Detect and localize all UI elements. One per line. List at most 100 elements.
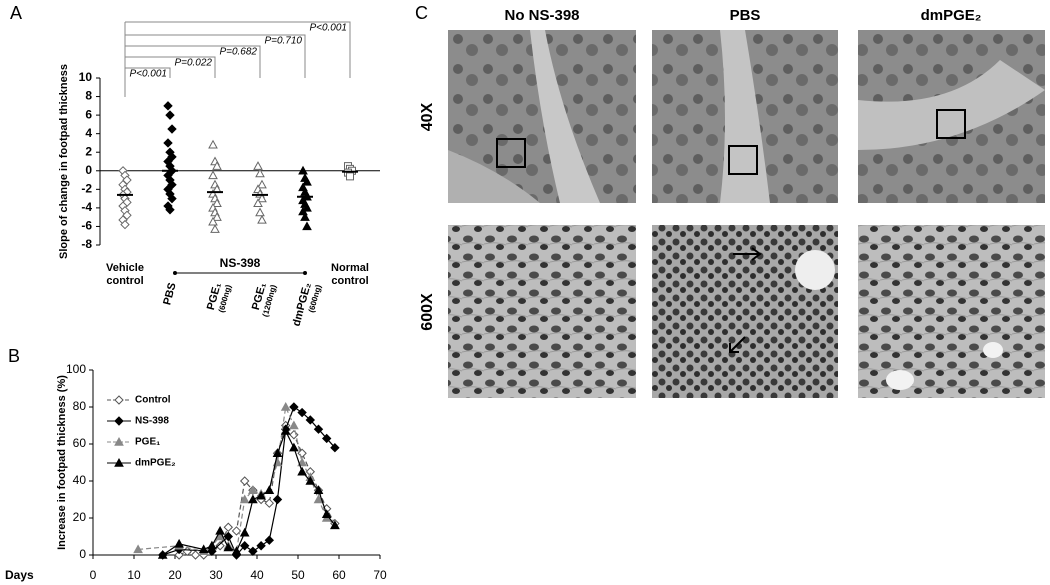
marker xyxy=(302,221,312,231)
y-tick-label: -8 xyxy=(81,237,92,251)
marker xyxy=(114,457,124,467)
marker xyxy=(298,165,308,175)
marker xyxy=(256,541,266,551)
marker xyxy=(167,124,177,134)
marker xyxy=(272,494,283,505)
marker xyxy=(174,550,184,560)
marker xyxy=(297,457,307,467)
marker xyxy=(212,212,222,221)
column-header: PBS xyxy=(730,7,761,24)
micrograph-detail xyxy=(858,60,1045,150)
marker xyxy=(248,485,258,494)
y-tick-label: 10 xyxy=(79,70,93,84)
bracket xyxy=(125,34,306,78)
panel-label: C xyxy=(415,3,428,23)
marker xyxy=(313,424,324,434)
marker xyxy=(165,205,175,215)
marker xyxy=(313,485,324,494)
marker xyxy=(264,535,275,545)
y-tick-label: 0 xyxy=(85,163,92,177)
marker xyxy=(174,538,184,548)
marker xyxy=(305,475,316,485)
arrow xyxy=(729,336,746,353)
y-tick-label: -6 xyxy=(81,219,92,233)
column-header: No NS-398 xyxy=(504,7,579,24)
category-label: Normal control xyxy=(331,262,369,287)
panel-label: A xyxy=(10,3,22,23)
marker xyxy=(190,550,201,560)
marker xyxy=(305,415,316,425)
micrograph-detail xyxy=(886,370,914,390)
marker xyxy=(257,214,267,224)
marker xyxy=(223,531,234,542)
y-axis-title: Increase in footpad thickness (%) xyxy=(56,375,68,550)
inset-box xyxy=(728,145,758,175)
marker xyxy=(253,161,263,170)
marker xyxy=(215,541,225,551)
marker xyxy=(289,442,299,452)
y-tick-label: 4 xyxy=(85,126,92,140)
marker xyxy=(212,161,222,170)
marker xyxy=(313,494,324,504)
column-header: dmPGE₂ xyxy=(921,7,982,24)
marker xyxy=(208,139,218,149)
marker xyxy=(302,202,312,212)
marker xyxy=(248,546,258,557)
marker xyxy=(264,498,275,508)
marker xyxy=(297,466,307,476)
marker xyxy=(198,544,209,554)
inset-box xyxy=(496,138,526,168)
x-tick-label: 30 xyxy=(209,568,223,582)
micrograph xyxy=(448,225,636,398)
marker xyxy=(257,179,267,189)
marker xyxy=(330,442,340,453)
marker xyxy=(255,207,265,217)
marker xyxy=(207,540,217,550)
y-tick-label: 100 xyxy=(66,362,86,376)
marker xyxy=(239,527,250,537)
marker xyxy=(212,198,222,207)
marker xyxy=(223,542,234,552)
y-tick-label: -4 xyxy=(81,200,92,214)
y-tick-label: 8 xyxy=(85,89,92,103)
marker xyxy=(330,520,340,530)
micrograph-detail xyxy=(448,150,540,203)
row-label: 600X xyxy=(419,293,436,331)
p-value: P<0.001 xyxy=(309,23,347,34)
marker xyxy=(239,476,250,486)
marker xyxy=(208,216,218,226)
marker xyxy=(215,525,225,535)
x-tick-label: 60 xyxy=(332,568,346,582)
p-value: P=0.682 xyxy=(219,47,257,58)
marker xyxy=(289,430,299,440)
marker xyxy=(302,176,312,186)
bracket-end xyxy=(173,271,177,275)
marker xyxy=(231,546,242,555)
y-tick-label: 20 xyxy=(73,510,87,524)
micrograph-detail xyxy=(795,250,835,290)
micrograph xyxy=(858,225,1045,398)
marker xyxy=(239,541,250,551)
marker xyxy=(256,490,266,500)
marker xyxy=(253,198,263,207)
micrograph-detail xyxy=(983,342,1003,358)
marker xyxy=(289,420,299,430)
marker xyxy=(163,138,173,148)
marker xyxy=(255,168,265,178)
bracket xyxy=(125,67,171,78)
marker xyxy=(114,436,124,446)
marker xyxy=(248,494,258,504)
bracket xyxy=(125,56,216,78)
marker xyxy=(280,401,291,411)
y-tick-label: 80 xyxy=(73,399,87,413)
marker xyxy=(321,433,332,444)
y-tick-label: -2 xyxy=(81,182,92,196)
legend-label: PGE₁ xyxy=(135,437,160,448)
marker xyxy=(157,549,168,559)
marker xyxy=(167,193,177,204)
marker xyxy=(120,219,130,230)
category-label: Vehicle control xyxy=(106,262,144,287)
marker xyxy=(114,395,124,405)
